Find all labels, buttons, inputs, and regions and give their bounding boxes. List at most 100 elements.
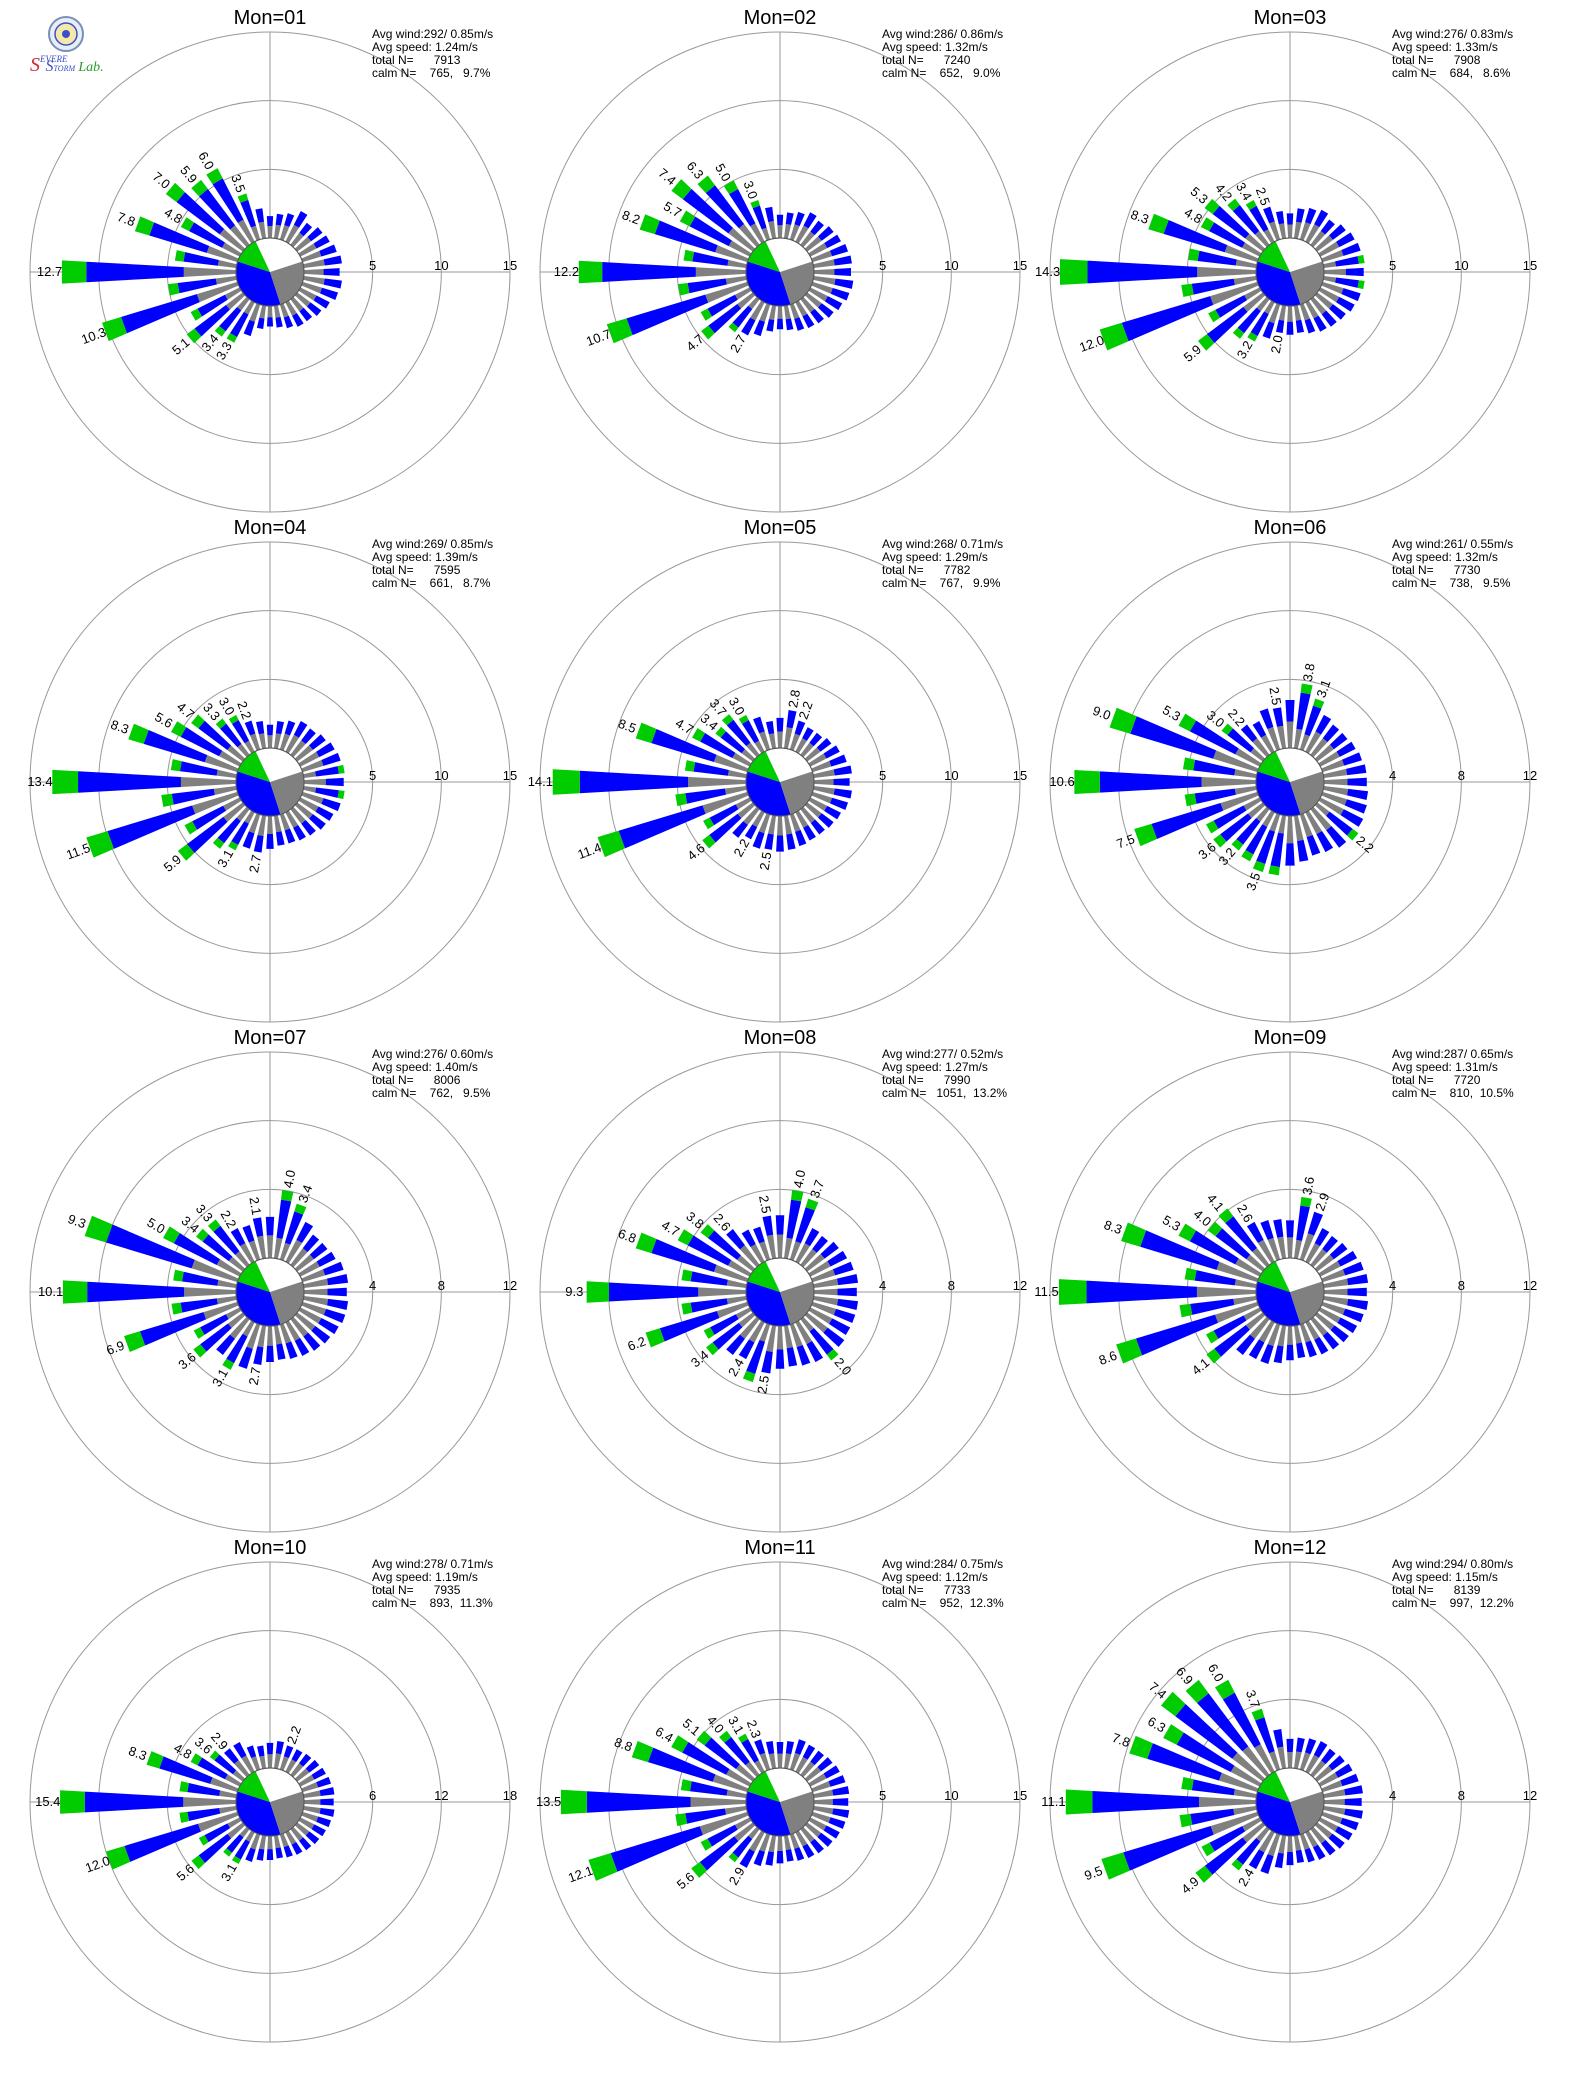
rose-bar-segment [795, 225, 809, 244]
rose-bar-segment [266, 317, 274, 327]
direction-value-label: 3.4 [1233, 180, 1255, 203]
rose-bar-segment [1256, 1826, 1270, 1842]
rose-bar-segment [700, 732, 736, 758]
rose-bar-segment [1242, 1822, 1266, 1843]
rose-bar-segment [200, 1323, 232, 1352]
rose-bar-segment [231, 821, 249, 846]
rose-bar-segment [266, 1742, 274, 1755]
rose-bar-segment [266, 834, 274, 849]
rose-bar-segment [253, 1346, 264, 1365]
rose-bar-segment [1196, 1286, 1257, 1298]
rose-bar-segment [651, 729, 717, 763]
rose-bar-segment [704, 1737, 740, 1770]
rose-bar-segment [1269, 813, 1281, 832]
rose-bar-segment [216, 1259, 242, 1277]
rose-bar-segment [303, 1332, 321, 1351]
rose-bar-segment [618, 805, 706, 849]
rose-bar-segment [682, 188, 733, 234]
rose-bar-segment [795, 738, 807, 754]
rose-bar-segment [179, 1811, 189, 1823]
rose-bar-segment [810, 220, 824, 236]
rose-bar-segment [168, 283, 180, 296]
ring-tick-label: 12 [434, 1788, 448, 1803]
rose-bar-segment [1345, 267, 1364, 277]
direction-value-label: 2.1 [246, 1196, 264, 1216]
rose-bar-segment [190, 308, 203, 321]
rose-bar-segment [754, 740, 765, 754]
rose-bar-segment [1318, 1307, 1341, 1324]
rose-bar-segment [713, 754, 749, 773]
rose-bar-segment [294, 1337, 310, 1357]
rose-bar-segment [86, 261, 184, 283]
direction-value-label: 3.8 [683, 1209, 706, 1232]
rose-bar-segment [1140, 1230, 1220, 1270]
rose-bar-segment [284, 213, 295, 227]
info-avg-speed: Avg speed: 1.12m/s [882, 1570, 988, 1584]
rose-bar-segment [1314, 1227, 1330, 1247]
rose-bar-segment [1296, 1342, 1306, 1359]
rose-bar-segment [813, 1806, 834, 1815]
calm-circle-outline [235, 1767, 305, 1837]
rose-bar-segment [220, 723, 242, 748]
rose-bar-segment [1321, 310, 1337, 327]
rose-bar-segment [207, 1219, 221, 1232]
rose-bar-segment [1214, 1679, 1235, 1700]
rose-bar-segment [786, 833, 796, 850]
direction-value-label: 6.4 [653, 1724, 676, 1746]
rose-bar-segment [292, 313, 304, 327]
rose-bar-segment [737, 292, 756, 309]
ring-tick-label: 4 [1389, 1788, 1396, 1803]
rose-bar-segment [1299, 1323, 1311, 1343]
rose-bar-segment [739, 1848, 755, 1868]
rose-bar-segment [1189, 720, 1239, 755]
rose-bar-segment [1304, 705, 1322, 737]
rose-bar-segment [727, 259, 747, 268]
rose-bar-segment [776, 1325, 784, 1350]
rose-bar-segment [724, 786, 747, 795]
direction-value-label: 2.2 [730, 836, 752, 859]
rose-bar-segment [1299, 1233, 1315, 1261]
rose-bar-segment [1237, 307, 1261, 334]
rose-bar-segment [323, 1308, 346, 1323]
rose-bar-segment [795, 1207, 815, 1244]
rose-bar-segment [1200, 217, 1215, 232]
rose-bar-segment [238, 1346, 253, 1369]
calm-sector [1256, 1281, 1301, 1327]
rose-bar-segment [1234, 1279, 1257, 1288]
direction-value-label: 3.8 [1300, 662, 1318, 682]
rose-bar-segment [315, 766, 339, 777]
calm-sector [270, 261, 304, 305]
rose-bar-segment [1297, 839, 1309, 862]
direction-value-label: 4.1 [1189, 1355, 1212, 1378]
rose-bar-segment [1318, 1260, 1341, 1277]
rose-bar-segment [794, 1847, 805, 1861]
direction-value-label: 8.8 [612, 1734, 634, 1754]
direction-value-label: 5.3 [1188, 184, 1211, 207]
rose-bar-segment [685, 1808, 727, 1824]
rose-bar-segment [716, 1301, 749, 1318]
rose-bar-segment [732, 752, 752, 767]
rose-bar-segment [1318, 751, 1340, 767]
rose-bar-segment [586, 1791, 691, 1813]
rose-bar-segment [212, 178, 244, 223]
rose-bar-segment [754, 1739, 766, 1755]
logo-s1: S [30, 54, 40, 76]
rose-bar-segment [586, 1281, 609, 1303]
rose-bar-segment [1195, 1865, 1213, 1883]
rose-bar-segment [258, 221, 266, 239]
direction-value-label: 3.0 [741, 179, 761, 201]
rose-bar-segment [806, 1340, 824, 1363]
direction-value-label: 7.0 [150, 169, 173, 192]
rose-bar-segment [810, 1838, 824, 1854]
info-avg-wind: Avg wind:292/ 0.85m/s [372, 27, 493, 41]
rose-bar-segment [689, 1781, 728, 1796]
rose-bar-segment [635, 722, 657, 744]
rose-bar-segment [1252, 721, 1267, 738]
rose-bar-segment [193, 1344, 207, 1358]
rose-bar-segment [813, 786, 835, 795]
rose-bar-segment [606, 318, 633, 344]
rose-bar-segment [1357, 280, 1365, 290]
direction-value-label: 2.6 [1234, 1202, 1256, 1225]
rose-bar-segment [700, 1224, 715, 1239]
